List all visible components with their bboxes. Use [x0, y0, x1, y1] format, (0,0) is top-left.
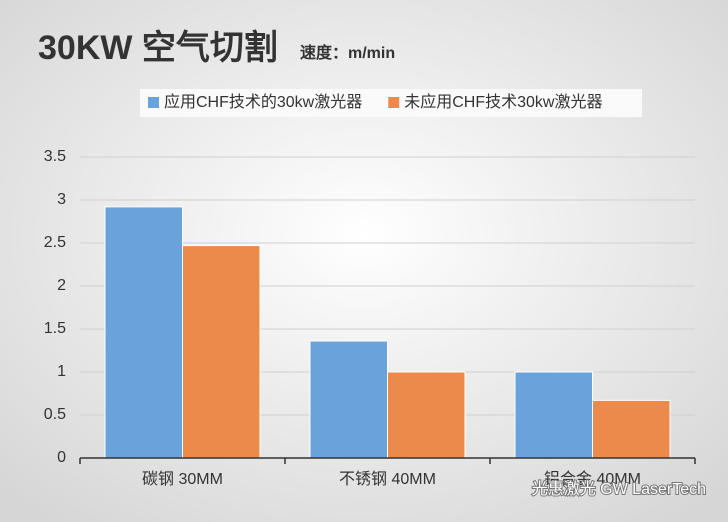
x-tick-label: 不锈钢 40MM [339, 470, 436, 488]
legend-swatch [388, 97, 400, 108]
bar [309, 340, 388, 459]
y-tick-label: 0 [57, 449, 66, 466]
chart-title: 30KW 空气切割 [38, 29, 278, 67]
legend-swatch [148, 97, 159, 108]
y-tick-label: 2 [57, 277, 66, 294]
legend-label: 未应用CHF技术30kw激光器 [404, 92, 602, 111]
bar [104, 206, 183, 459]
y-tick-label: 0.5 [44, 406, 66, 423]
y-tick-label: 1.5 [44, 320, 66, 337]
y-tick-label: 3 [57, 191, 66, 208]
x-tick-label: 铝合金 40MM [544, 470, 641, 488]
x-tick-label: 碳钢 30MM [142, 470, 223, 488]
watermark: 光惠激光 GW LaserTech [532, 480, 706, 498]
legend-label: 应用CHF技术的30kw激光器 [164, 92, 362, 111]
bar [182, 245, 261, 459]
y-tick-label: 3.5 [44, 148, 66, 165]
y-tick-label: 1 [57, 363, 66, 380]
y-tick-label: 2.5 [44, 234, 66, 251]
bar [592, 399, 671, 459]
bar [387, 371, 466, 459]
chart-subtitle: 速度：m/min [300, 43, 395, 62]
bar [514, 371, 593, 459]
